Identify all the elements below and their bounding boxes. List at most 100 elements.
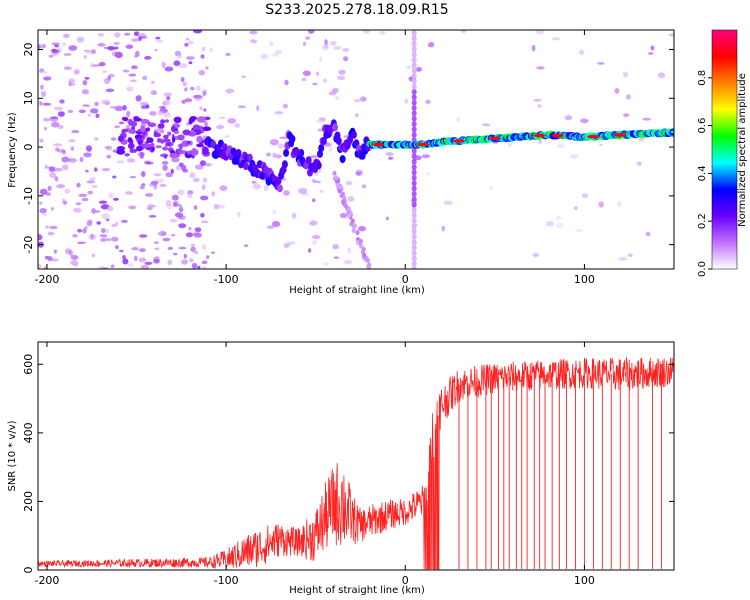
spectrogram-cell — [184, 42, 189, 47]
spectrogram-cell — [51, 121, 60, 128]
spectrogram-cell — [339, 155, 346, 164]
spectrogram-cell — [39, 208, 47, 214]
spectrogram-cell — [275, 154, 282, 159]
spectrogram-cell — [98, 200, 108, 204]
spectrogram-cell — [160, 129, 165, 134]
spectrogram-cell — [193, 205, 198, 210]
spectrogram-cell — [45, 225, 50, 229]
spectrogram-cell — [311, 234, 321, 240]
spectrogram-cell — [298, 188, 308, 194]
spectrogram-cell — [96, 221, 101, 225]
spectrogram-cell — [184, 87, 188, 92]
spectrogram-cell — [68, 45, 78, 51]
spectrogram-cell — [315, 120, 323, 123]
spectrogram-cell — [78, 193, 88, 197]
spectrogram-cell — [332, 244, 339, 250]
spectrogram-cell — [411, 244, 417, 251]
spectrogram-cell — [202, 177, 208, 183]
spectrogram-cell — [249, 38, 256, 43]
spectrogram-cell — [89, 177, 96, 181]
spectrogram-cell — [127, 137, 133, 143]
spectrogram-cell — [343, 259, 352, 265]
spectrogram-cell — [122, 116, 129, 122]
spectrogram-cell — [131, 65, 138, 70]
spectrogram-cell — [573, 206, 578, 211]
spectrogram-cell — [107, 205, 114, 212]
spectrogram-cell — [179, 143, 183, 150]
spectrogram-cell — [185, 37, 190, 41]
spectrogram-cell — [201, 220, 209, 224]
spectrogram-cell — [139, 185, 145, 190]
spectrogram-cell — [532, 252, 539, 258]
spectrogram-cell — [411, 169, 417, 176]
spectrogram-cell — [324, 39, 328, 46]
spectrogram-cell — [190, 246, 196, 252]
spectrogram-cell — [336, 75, 346, 81]
spectrogram-cell — [114, 51, 123, 59]
spectrogram-cell — [172, 136, 176, 143]
spectrogram-cell — [47, 231, 55, 236]
spectrogram-cell — [276, 184, 283, 193]
spectrogram-cell — [189, 258, 194, 263]
spectrogram-cell — [555, 216, 562, 221]
spectrogram-cell — [197, 265, 201, 269]
spectrogram-cell — [103, 46, 113, 50]
snr-y-tick-label: 400 — [22, 422, 35, 443]
spectrogram-cell — [628, 253, 633, 257]
spectrogram-cell — [196, 116, 206, 123]
spectrogram-cell — [158, 106, 166, 109]
spectrogram-cell — [76, 36, 85, 43]
spectrogram-cell — [178, 206, 184, 213]
spectrogram-cell — [88, 233, 97, 240]
spectrogram-cell — [201, 46, 206, 52]
spectrogram-cell — [411, 228, 417, 235]
spectrogram-cell — [101, 99, 111, 105]
spectrogram-cell — [309, 155, 319, 159]
spectrogram-cell — [260, 53, 268, 60]
spectrogram-cell — [148, 182, 158, 187]
spectrogram-cell — [224, 135, 230, 138]
spectrogram-cell — [190, 243, 195, 247]
spectrogram-cell — [246, 153, 253, 162]
spectrogram-cell — [92, 210, 101, 213]
spectrogram-cell — [86, 180, 96, 184]
spectrogram-cell — [333, 256, 339, 260]
spectrogram-cell — [188, 227, 192, 231]
spectrogram-cell — [202, 89, 208, 95]
spectrogram-x-tick-label: 0 — [402, 273, 409, 286]
spectrogram-cell — [460, 30, 467, 34]
spectrogram-cell — [63, 66, 72, 70]
spectrogram-cell — [54, 106, 64, 111]
spectrogram-cell — [140, 125, 146, 133]
spectrogram-cell — [198, 69, 206, 76]
spectrogram-cell — [507, 142, 512, 148]
spectrogram-cell — [411, 56, 417, 63]
spectrogram-cell — [411, 207, 417, 213]
spectrogram-cell — [556, 222, 564, 229]
spectrogram-cell — [134, 55, 138, 58]
spectrogram-cell — [124, 32, 131, 36]
spectrogram-cell — [171, 157, 180, 163]
spectrogram-cell — [205, 66, 209, 70]
spectrogram-cell — [129, 176, 137, 179]
spectrogram-cell — [181, 259, 188, 265]
spectrogram-cell — [171, 194, 179, 201]
spectrogram-cell — [130, 247, 138, 251]
spectrogram-cell — [314, 172, 319, 176]
spectrogram-cell — [328, 145, 333, 153]
spectrogram-cell — [270, 139, 279, 146]
spectrogram-cell — [119, 249, 124, 253]
spectrogram-cell — [42, 102, 51, 106]
spectrogram-cell — [281, 160, 288, 169]
spectrogram-cell — [388, 156, 394, 160]
spectrogram-cell — [581, 193, 589, 199]
spectrogram-cell — [411, 174, 417, 181]
spectrogram-cell — [335, 95, 340, 101]
spectrogram-cell — [116, 160, 125, 164]
spectrogram-cell — [38, 70, 48, 74]
spectrogram-cell — [173, 60, 181, 67]
spectrogram-cell — [218, 116, 226, 120]
spectrogram-cell — [411, 131, 417, 138]
spectrogram-cell — [342, 48, 350, 52]
spectrogram-cell — [379, 31, 386, 35]
